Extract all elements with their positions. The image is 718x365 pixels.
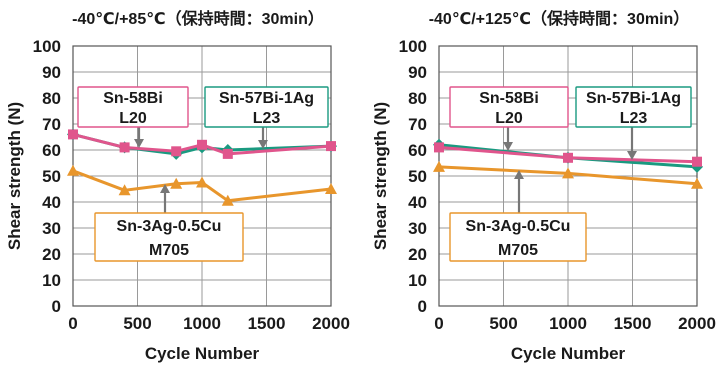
y-tick-label: 20: [408, 245, 427, 264]
data-point: [692, 156, 702, 167]
annotation-frame: [449, 212, 587, 262]
data-point: [691, 177, 703, 189]
annotation-text: M705: [149, 242, 189, 259]
x-tick-label: 1000: [549, 314, 587, 333]
annotation-arrowhead: [258, 140, 268, 149]
x-tick-label: 0: [434, 314, 443, 333]
data-point: [222, 148, 233, 159]
data-point: [221, 194, 234, 206]
annotation-arrowhead: [134, 139, 144, 148]
y-tick-label: 70: [408, 115, 427, 134]
annotation-text: L20: [495, 110, 523, 127]
y-tick-label: 40: [408, 193, 427, 212]
x-axis-label: Cycle Number: [511, 344, 626, 363]
data-point: [119, 142, 130, 153]
data-point: [563, 152, 573, 163]
annotation-text: Sn-3Ag-0.5Cu: [466, 218, 571, 235]
annotation-arrowhead: [514, 170, 524, 179]
x-tick-label: 1500: [248, 314, 286, 333]
y-tick-label: 30: [408, 219, 427, 238]
y-tick-label: 20: [42, 245, 61, 264]
annotation-frame: [449, 86, 569, 128]
y-tick-label: 10: [408, 271, 427, 290]
x-tick-label: 1000: [183, 314, 221, 333]
annotation-text: Sn-57Bi-1Ag: [219, 90, 314, 107]
annotation-text: Sn-58Bi: [479, 90, 539, 107]
data-point: [68, 129, 78, 140]
series-line: [72, 169, 332, 203]
y-tick-label: 30: [42, 219, 61, 238]
y-tick-label: 100: [399, 37, 427, 56]
y-tick-label: 50: [408, 167, 427, 186]
y-tick-label: 10: [42, 271, 61, 290]
chart-panel-1: -40℃/+85℃（保持時間：30min） 0 10 20 30 40 50 60 70 80 90…: [5, 9, 350, 363]
annotation-text: M705: [498, 242, 538, 259]
x-axis-label: Cycle Number: [145, 344, 260, 363]
annotation-frame: [77, 86, 189, 128]
y-tick-label: 80: [42, 89, 61, 108]
annotation-box: Sn-57Bi-1Ag L23: [575, 86, 692, 160]
chart-title: -40℃/+85℃（保持時間：30min）: [72, 9, 324, 28]
y-axis-label: Shear strength (N): [371, 102, 390, 250]
y-tick-label: 90: [42, 63, 61, 82]
annotation-text: Sn-3Ag-0.5Cu: [117, 218, 222, 235]
data-point: [196, 176, 208, 188]
annotation-text: L23: [620, 110, 648, 127]
y-tick-label: 70: [42, 115, 61, 134]
y-axis-label: Shear strength (N): [5, 102, 24, 250]
annotation-box: Sn-57Bi-1Ag L23: [204, 86, 329, 149]
annotation-frame: [94, 212, 244, 262]
data-point: [325, 183, 337, 194]
y-tick-label: 0: [52, 297, 61, 316]
data-point: [434, 142, 444, 153]
x-tick-label: 0: [68, 314, 77, 333]
chart-title: -40℃/+125℃（保持時間：30min）: [429, 9, 690, 28]
data-point: [118, 184, 131, 196]
annotation-arrowhead: [160, 184, 170, 193]
y-tick-label: 100: [33, 37, 61, 56]
annotation-arrowhead: [627, 151, 637, 160]
plot-frame: [438, 45, 698, 307]
y-tick-label: 0: [418, 297, 427, 316]
x-tick-label: 2000: [678, 314, 716, 333]
y-tick-label: 40: [42, 193, 61, 212]
plot-frame: [72, 45, 332, 307]
data-point: [562, 167, 574, 179]
y-tick-label: 60: [42, 141, 61, 160]
data-point: [67, 164, 79, 176]
annotation-text: Sn-57Bi-1Ag: [586, 90, 681, 107]
x-tick-label: 500: [489, 314, 517, 333]
chart-panel-2: -40℃/+125℃（保持時間：30min） 0 10 20 30 40 50 60 70 80 9…: [371, 9, 716, 363]
data-point: [433, 160, 445, 172]
x-tick-label: 2000: [312, 314, 350, 333]
annotation-frame: [575, 86, 692, 128]
x-tick-label: 1500: [614, 314, 652, 333]
data-point: [197, 139, 207, 150]
data-point: [170, 177, 183, 189]
x-tick-label: 500: [123, 314, 151, 333]
series-line: [72, 132, 332, 156]
annotation-text: Sn-58Bi: [103, 90, 163, 107]
annotation-box: Sn-3Ag-0.5Cu M705: [94, 184, 244, 262]
annotation-text: L23: [253, 110, 281, 127]
annotation-text: L20: [119, 110, 147, 127]
y-tick-label: 60: [408, 141, 427, 160]
y-tick-label: 80: [408, 89, 427, 108]
annotation-box: Sn-58Bi L20: [449, 86, 569, 151]
data-point: [326, 141, 336, 152]
y-tick-label: 50: [42, 167, 61, 186]
annotation-box: Sn-3Ag-0.5Cu M705: [449, 170, 587, 262]
data-point: [171, 146, 182, 157]
annotation-arrowhead: [503, 142, 513, 151]
annotation-box: Sn-58Bi L20: [77, 86, 189, 148]
annotation-frame: [204, 86, 329, 128]
y-tick-label: 90: [408, 63, 427, 82]
